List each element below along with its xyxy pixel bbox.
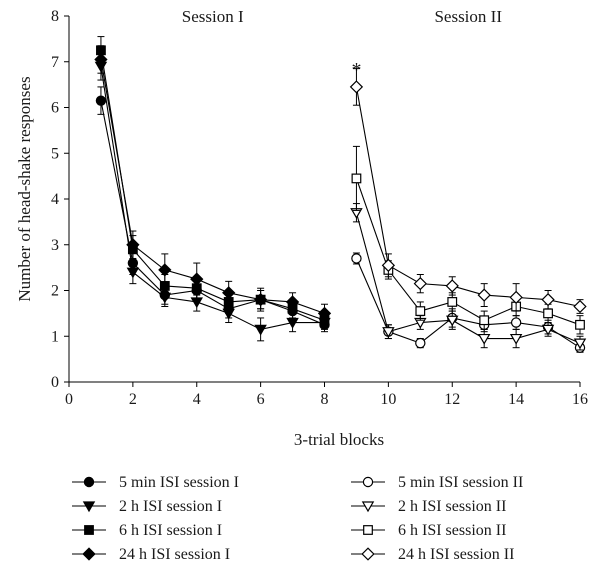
data-series <box>350 203 587 351</box>
data-point <box>253 293 268 307</box>
legend-label: 24 h ISI session II <box>398 546 514 563</box>
data-series <box>94 45 332 324</box>
data-point <box>415 306 426 316</box>
data-point <box>446 315 459 327</box>
legend-label: 2 h ISI session II <box>398 498 506 515</box>
legend-marker <box>361 501 375 513</box>
y-tick-label: 6 <box>51 100 59 117</box>
data-point <box>447 297 458 307</box>
data-point <box>126 238 140 252</box>
legend-item: 2 h ISI session II <box>351 498 506 515</box>
data-point <box>477 333 491 345</box>
legend-label: 6 h ISI session I <box>119 522 222 539</box>
x-tick-label: 4 <box>193 391 201 408</box>
panel-label: Session I <box>182 7 244 26</box>
data-point <box>445 279 459 293</box>
legend-label: 2 h ISI session I <box>119 498 222 515</box>
data-point <box>509 290 523 305</box>
data-point <box>222 286 236 300</box>
data-point <box>285 295 300 309</box>
data-point <box>415 337 426 349</box>
data-point <box>509 333 523 345</box>
y-tick-label: 4 <box>51 191 59 208</box>
x-tick-label: 10 <box>380 391 396 408</box>
chart-labels: Number of head-shake responses 3-trial b… <box>15 7 502 449</box>
data-point <box>543 308 553 319</box>
data-point <box>573 338 587 350</box>
x-tick-label: 2 <box>129 391 137 408</box>
y-tick-label: 3 <box>51 237 59 254</box>
legend-marker <box>82 501 96 513</box>
data-point <box>477 288 491 302</box>
data-point <box>381 258 396 272</box>
x-tick-label: 0 <box>65 391 73 408</box>
y-tick-label: 7 <box>51 54 59 71</box>
data-point <box>351 173 362 184</box>
data-point <box>349 80 364 94</box>
y-tick-label: 1 <box>51 328 59 345</box>
series-line <box>100 66 325 330</box>
data-point <box>254 324 267 336</box>
data-series <box>349 68 587 314</box>
legend-item: 6 h ISI session I <box>72 522 222 539</box>
x-tick-label: 6 <box>257 391 265 408</box>
legend-item: 24 h ISI session I <box>72 546 230 563</box>
legend-item: 5 min ISI session II <box>351 474 523 491</box>
legend-label: 24 h ISI session I <box>119 546 230 563</box>
data-point <box>317 306 332 321</box>
data-point <box>94 52 108 67</box>
data-point <box>126 267 140 279</box>
data-point <box>479 315 490 326</box>
data-series <box>351 145 585 335</box>
legend-marker <box>362 476 374 488</box>
legend-label: 5 min ISI session II <box>398 474 523 491</box>
series-line <box>355 178 581 326</box>
x-tick-label: 12 <box>444 391 460 408</box>
data-point <box>541 293 555 307</box>
legend: 5 min ISI session I 5 min ISI session II 2… <box>72 474 523 563</box>
y-tick-label: 5 <box>51 145 59 162</box>
data-point <box>575 319 585 330</box>
x-tick-label: 16 <box>572 391 588 408</box>
data-point <box>190 272 204 286</box>
series-layer <box>94 36 587 353</box>
data-point <box>158 263 172 277</box>
data-point <box>382 327 395 338</box>
legend-label: 5 min ISI session I <box>119 474 239 491</box>
legend-marker <box>363 525 373 535</box>
x-tick-label: 14 <box>508 391 524 408</box>
legend-marker <box>83 476 95 488</box>
data-point <box>573 299 587 314</box>
data-point <box>541 324 555 336</box>
legend-marker <box>84 525 94 535</box>
legend-marker <box>82 547 96 561</box>
series-line <box>100 100 325 326</box>
y-tick-label: 2 <box>51 283 59 300</box>
legend-item: 24 h ISI session II <box>351 546 514 563</box>
series-line <box>100 50 325 321</box>
legend-item: 2 h ISI session I <box>72 498 222 515</box>
legend-item: 6 h ISI session II <box>351 522 506 539</box>
legend-item: 5 min ISI session I <box>72 474 239 491</box>
panel-label: Session II <box>434 7 502 26</box>
legend-marker <box>361 547 375 561</box>
x-tick-label: 8 <box>321 391 329 408</box>
y-tick-label: 0 <box>51 374 59 391</box>
y-axis-label: Number of head-shake responses <box>15 76 34 301</box>
data-point <box>351 253 362 264</box>
data-point <box>413 276 427 291</box>
x-axis-label: 3-trial blocks <box>294 430 384 449</box>
y-tick-label: 8 <box>51 8 59 25</box>
series-line <box>355 212 581 344</box>
legend-label: 6 h ISI session II <box>398 522 506 539</box>
data-point <box>286 317 299 329</box>
data-point <box>510 317 522 328</box>
data-point <box>95 95 107 106</box>
